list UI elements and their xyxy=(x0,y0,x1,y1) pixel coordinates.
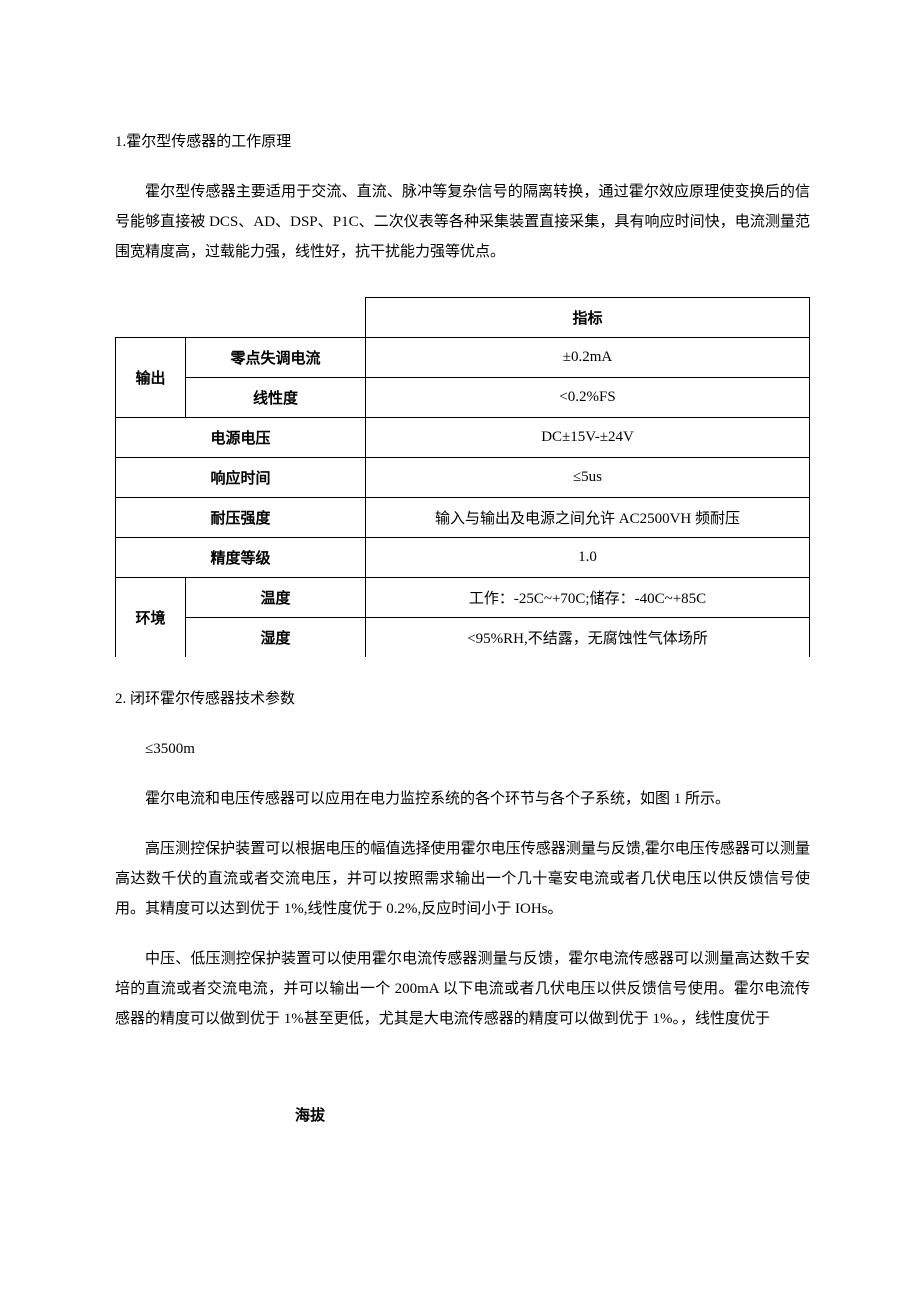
cell-humidity-val: <95%RH,不结露，无腐蚀性气体场所 xyxy=(366,618,810,658)
section1-heading: 1.霍尔型传感器的工作原理 xyxy=(115,130,810,151)
cell-accuracy-label: 精度等级 xyxy=(116,538,366,578)
table-header-empty xyxy=(116,298,366,338)
cell-zero-offset-label: 零点失调电流 xyxy=(186,338,366,378)
table-header-row: 指标 xyxy=(116,298,810,338)
table-row: 线性度 <0.2%FS xyxy=(116,378,810,418)
section1-paragraph-1: 霍尔型传感器主要适用于交流、直流、脉冲等复杂信号的隔离转换，通过霍尔效应原理使变… xyxy=(115,177,810,267)
cell-dielectric-label: 耐压强度 xyxy=(116,498,366,538)
table-row: 环境 温度 工作：-25C~+70C;储存：-40C~+85C xyxy=(116,578,810,618)
section2-heading: 2. 闭环霍尔传感器技术参数 xyxy=(115,687,810,708)
cell-temp-label: 温度 xyxy=(186,578,366,618)
cell-env-label: 环境 xyxy=(116,578,186,658)
cell-temp-val: 工作：-25C~+70C;储存：-40C~+85C xyxy=(366,578,810,618)
cell-supply-val: DC±15V-±24V xyxy=(366,418,810,458)
cell-accuracy-val: 1.0 xyxy=(366,538,810,578)
cell-zero-offset-val: ±0.2mA xyxy=(366,338,810,378)
altitude-value-line: ≤3500m xyxy=(145,734,810,764)
table-row: 精度等级 1.0 xyxy=(116,538,810,578)
cell-response-val: ≤5us xyxy=(366,458,810,498)
table-row: 响应时间 ≤5us xyxy=(116,458,810,498)
section2-paragraph-2: 霍尔电流和电压传感器可以应用在电力监控系统的各个环节与各个子系统，如图 1 所示… xyxy=(115,784,810,814)
document-page: 1.霍尔型传感器的工作原理 霍尔型传感器主要适用于交流、直流、脉冲等复杂信号的隔… xyxy=(0,0,920,1185)
section2-paragraph-3: 高压测控保护装置可以根据电压的幅值选择使用霍尔电压传感器测量与反馈,霍尔电压传感… xyxy=(115,834,810,924)
table-row: 电源电压 DC±15V-±24V xyxy=(116,418,810,458)
cell-response-label: 响应时间 xyxy=(116,458,366,498)
table-row: 湿度 <95%RH,不结露，无腐蚀性气体场所 xyxy=(116,618,810,658)
cell-humidity-label: 湿度 xyxy=(186,618,366,658)
table-row: 输出 零点失调电流 ±0.2mA xyxy=(116,338,810,378)
altitude-label: 海拔 xyxy=(295,1104,810,1125)
cell-output-label: 输出 xyxy=(116,338,186,418)
spec-table: 指标 输出 零点失调电流 ±0.2mA 线性度 <0.2%FS 电源电压 DC±… xyxy=(115,297,810,657)
table-row: 耐压强度 输入与输出及电源之间允许 AC2500VH 频耐压 xyxy=(116,498,810,538)
cell-dielectric-val: 输入与输出及电源之间允许 AC2500VH 频耐压 xyxy=(366,498,810,538)
section2-paragraph-4: 中压、低压测控保护装置可以使用霍尔电流传感器测量与反馈，霍尔电流传感器可以测量高… xyxy=(115,944,810,1034)
table-header-indicator: 指标 xyxy=(366,298,810,338)
cell-linearity-val: <0.2%FS xyxy=(366,378,810,418)
cell-linearity-label: 线性度 xyxy=(186,378,366,418)
cell-supply-label: 电源电压 xyxy=(116,418,366,458)
